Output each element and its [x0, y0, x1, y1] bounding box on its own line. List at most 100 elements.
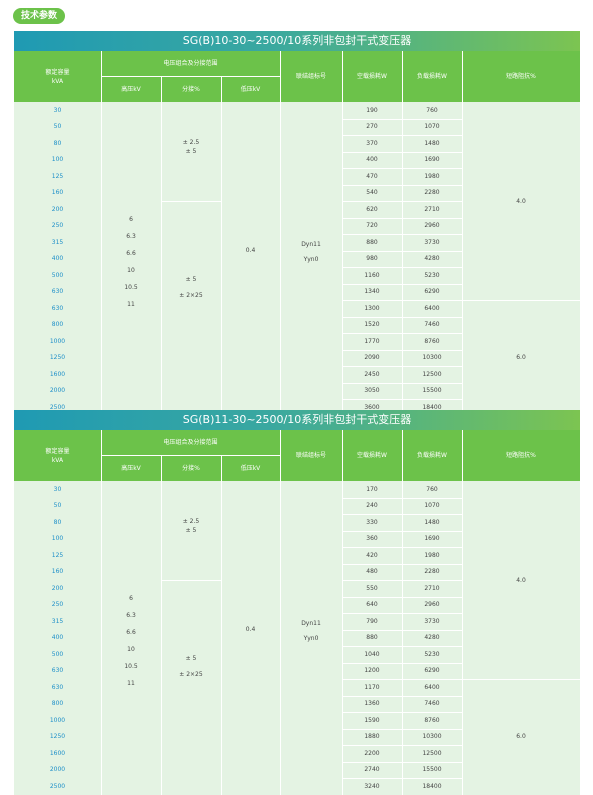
header-load: 负载损耗W	[417, 452, 447, 459]
capacity-cell: 500	[51, 650, 64, 658]
noload-loss-cell: 640	[366, 601, 378, 609]
capacity-cell: 125	[51, 551, 64, 559]
header-vector: 联结组标号	[295, 452, 326, 459]
column-divider	[280, 481, 281, 795]
load-loss-cell: 15500	[422, 766, 442, 774]
hv-value: 11	[127, 679, 135, 687]
load-loss-cell: 6400	[424, 304, 440, 312]
capacity-cell: 160	[51, 568, 64, 576]
noload-loss-cell: 1200	[364, 667, 380, 675]
header-tap: 分接%	[182, 464, 200, 472]
capacity-cell: 2000	[49, 387, 66, 395]
impedance-bottom: 6.0	[516, 733, 526, 741]
header-divider	[221, 455, 222, 481]
noload-loss-cell: 550	[366, 584, 378, 592]
load-loss-cell: 4280	[424, 255, 440, 263]
row-divider	[342, 563, 462, 565]
tap-range-top: ± 2.5 ± 5	[161, 138, 221, 156]
column-divider	[101, 481, 102, 795]
load-loss-cell: 12500	[422, 370, 442, 378]
header-divider	[342, 430, 343, 481]
row-divider	[342, 530, 462, 532]
column-divider	[462, 481, 463, 795]
header-impedance: 短路阻抗%	[506, 452, 536, 459]
column-divider	[280, 102, 281, 416]
impedance-top: 4.0	[516, 197, 526, 205]
header-lv: 低压kV	[240, 464, 261, 472]
tap-value: ± 2×25	[179, 670, 203, 678]
table-title: SG(B)10-30~2500/10系列非包封干式变压器	[14, 31, 580, 51]
load-loss-cell: 1980	[424, 551, 440, 559]
noload-loss-cell: 980	[366, 255, 378, 263]
row-divider	[342, 316, 462, 318]
hv-value: 10.5	[124, 662, 138, 670]
capacity-cell: 500	[51, 271, 64, 279]
row-divider	[161, 201, 221, 202]
header-divider	[101, 455, 280, 456]
header-noload: 空载损耗W	[357, 452, 387, 459]
header-divider	[161, 455, 162, 481]
tap-range-bottom: ± 5 ± 2×25	[161, 651, 221, 683]
noload-loss-cell: 170	[366, 485, 378, 493]
capacity-cell: 1600	[49, 370, 66, 378]
row-divider	[342, 234, 462, 235]
load-loss-cell: 1070	[424, 123, 440, 131]
noload-loss-cell: 1300	[364, 304, 380, 312]
column-divider	[221, 102, 222, 416]
capacity-cell: 1600	[49, 749, 66, 757]
noload-loss-cell: 3600	[364, 403, 380, 411]
header-divider	[101, 76, 280, 77]
row-divider	[342, 547, 462, 548]
load-loss-cell: 6400	[424, 683, 440, 691]
load-loss-cell: 3730	[424, 238, 440, 246]
load-loss-cell: 4280	[424, 634, 440, 642]
noload-loss-cell: 540	[366, 189, 378, 197]
noload-loss-cell: 480	[366, 568, 378, 576]
noload-loss-cell: 240	[366, 502, 378, 510]
vector-value: Dyn11	[301, 620, 321, 628]
load-loss-cell: 2710	[424, 584, 440, 592]
header-divider	[280, 51, 281, 102]
noload-loss-cell: 470	[366, 172, 378, 180]
row-divider	[342, 217, 462, 219]
row-divider	[342, 349, 462, 351]
row-divider	[342, 580, 462, 581]
noload-loss-cell: 1360	[364, 700, 380, 708]
row-divider	[462, 300, 580, 301]
header-divider	[342, 51, 343, 102]
vector-value: Yyn0	[303, 256, 319, 264]
header-hv: 高压kV	[121, 85, 141, 93]
row-divider	[342, 300, 462, 301]
transformer-table-sgb10: SG(B)10-30~2500/10系列非包封干式变压器 额定容量 kVA 电压组…	[14, 31, 580, 416]
row-divider	[342, 679, 462, 680]
header-divider	[101, 51, 102, 102]
header-divider	[101, 430, 102, 481]
load-loss-cell: 1480	[424, 139, 440, 147]
noload-loss-cell: 790	[366, 617, 378, 625]
row-divider	[342, 745, 462, 746]
load-loss-cell: 1070	[424, 502, 440, 510]
header-noload: 空载损耗W	[357, 73, 387, 80]
column-divider	[342, 481, 343, 795]
capacity-cell: 800	[51, 700, 64, 708]
capacity-cell: 315	[51, 238, 64, 246]
column-divider	[402, 481, 403, 795]
hv-value: 6	[129, 594, 133, 602]
load-loss-cell: 2710	[424, 205, 440, 213]
noload-loss-cell: 1170	[364, 683, 380, 691]
capacity-cell: 250	[51, 222, 64, 230]
capacity-cell: 50	[53, 502, 62, 510]
column-divider	[221, 481, 222, 795]
header-divider	[402, 51, 403, 102]
header-capacity: 额定容量 kVA	[45, 68, 70, 85]
capacity-cell: 630	[51, 288, 64, 296]
tap-value: ± 2×25	[179, 291, 203, 299]
tap-value: ± 5	[185, 654, 197, 662]
load-loss-cell: 5230	[424, 271, 440, 279]
row-divider	[342, 118, 462, 120]
noload-loss-cell: 620	[366, 205, 378, 213]
capacity-cell: 125	[51, 172, 64, 180]
vector-value: Yyn0	[303, 635, 319, 643]
capacity-cell: 80	[53, 139, 62, 147]
header-divider	[462, 51, 463, 102]
